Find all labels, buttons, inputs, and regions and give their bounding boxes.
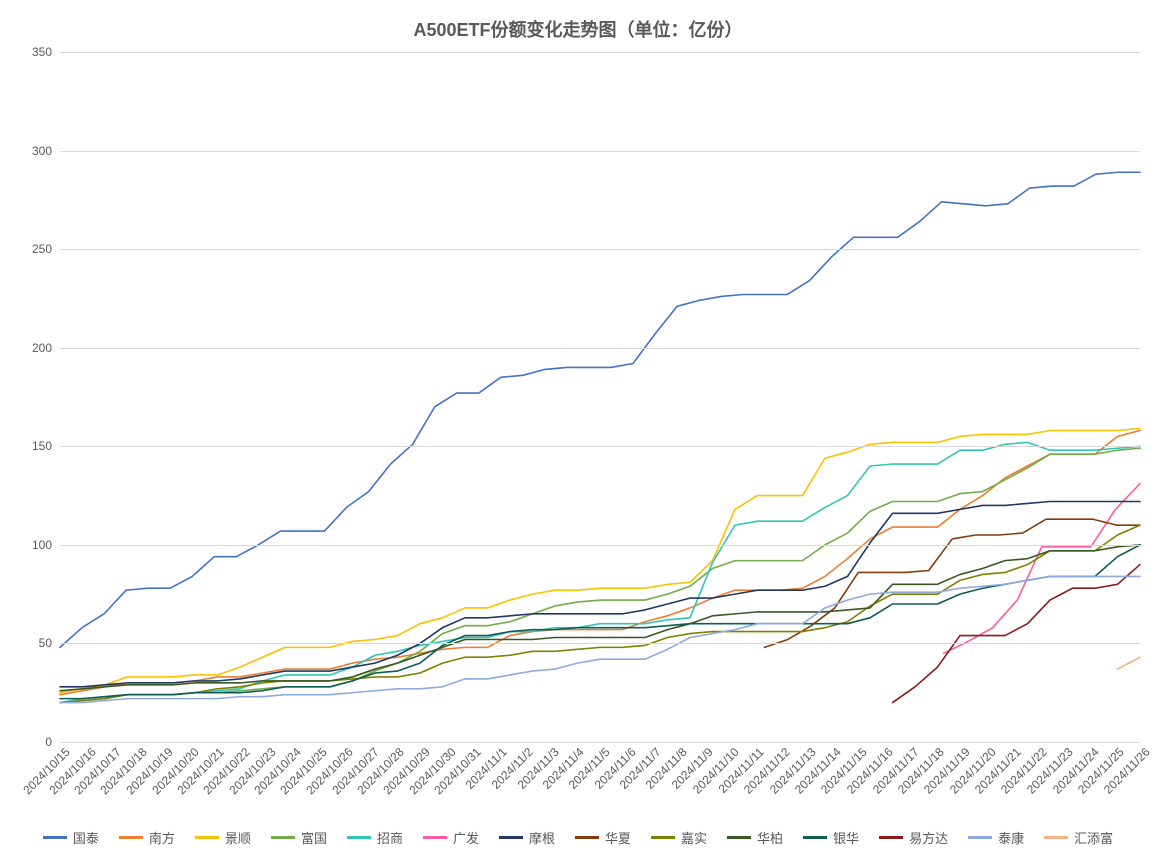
legend-swatch (271, 836, 295, 839)
legend-item: 泰康 (968, 828, 1024, 847)
series-line (1118, 657, 1141, 669)
y-tick-label: 100 (32, 538, 60, 552)
legend-item: 汇添富 (1044, 828, 1113, 847)
legend-item: 国泰 (43, 828, 99, 847)
legend-swatch (43, 836, 67, 839)
gridline (60, 545, 1140, 546)
chart-lines (60, 52, 1140, 742)
legend-swatch (423, 836, 447, 839)
chart-container: A500ETF份额变化走势图（单位：亿份） 050100150200250300… (0, 0, 1156, 857)
legend-label: 汇添富 (1074, 828, 1113, 847)
legend-label: 华夏 (605, 828, 631, 847)
y-tick-label: 200 (32, 341, 60, 355)
chart-legend: 国泰 南方 景顺 富国 招商 广发 摩根 华夏 嘉实 华柏 银华 易方达 泰康 汇添富 (0, 828, 1156, 847)
legend-item: 易方达 (879, 828, 948, 847)
legend-label: 广发 (453, 828, 479, 847)
legend-swatch (803, 836, 827, 839)
legend-item: 银华 (803, 828, 859, 847)
gridline (60, 249, 1140, 250)
y-tick-label: 0 (45, 735, 60, 749)
y-tick-label: 50 (39, 636, 60, 650)
legend-label: 南方 (149, 828, 175, 847)
gridline (60, 643, 1140, 644)
legend-item: 嘉实 (651, 828, 707, 847)
legend-item: 摩根 (499, 828, 555, 847)
legend-swatch (119, 836, 143, 839)
gridline (60, 742, 1140, 743)
legend-swatch (651, 836, 675, 839)
legend-swatch (575, 836, 599, 839)
y-tick-label: 300 (32, 144, 60, 158)
legend-label: 景顺 (225, 828, 251, 847)
gridline (60, 52, 1140, 53)
legend-swatch (499, 836, 523, 839)
plot-area: 0501001502002503003502024/10/152024/10/1… (60, 52, 1140, 742)
legend-label: 国泰 (73, 828, 99, 847)
y-tick-label: 250 (32, 242, 60, 256)
legend-swatch (968, 836, 992, 839)
chart-title: A500ETF份额变化走势图（单位：亿份） (0, 16, 1156, 42)
legend-label: 易方达 (909, 828, 948, 847)
legend-swatch (1044, 836, 1068, 839)
gridline (60, 348, 1140, 349)
legend-label: 富国 (301, 828, 327, 847)
gridline (60, 446, 1140, 447)
legend-label: 银华 (833, 828, 859, 847)
series-line (60, 429, 1140, 693)
gridline (60, 151, 1140, 152)
legend-label: 招商 (377, 828, 403, 847)
series-line (60, 545, 1140, 691)
legend-label: 嘉实 (681, 828, 707, 847)
legend-item: 广发 (423, 828, 479, 847)
legend-swatch (879, 836, 903, 839)
series-line (60, 442, 1140, 702)
y-tick-label: 350 (32, 45, 60, 59)
legend-swatch (727, 836, 751, 839)
legend-item: 南方 (119, 828, 175, 847)
legend-swatch (195, 836, 219, 839)
legend-label: 泰康 (998, 828, 1024, 847)
legend-item: 华柏 (727, 828, 783, 847)
series-line (60, 431, 1140, 695)
legend-swatch (347, 836, 371, 839)
series-line (60, 545, 1140, 699)
legend-item: 景顺 (195, 828, 251, 847)
legend-label: 华柏 (757, 828, 783, 847)
legend-item: 招商 (347, 828, 403, 847)
series-line (893, 565, 1141, 703)
series-line (944, 484, 1140, 654)
legend-item: 华夏 (575, 828, 631, 847)
legend-label: 摩根 (529, 828, 555, 847)
y-tick-label: 150 (32, 439, 60, 453)
legend-item: 富国 (271, 828, 327, 847)
